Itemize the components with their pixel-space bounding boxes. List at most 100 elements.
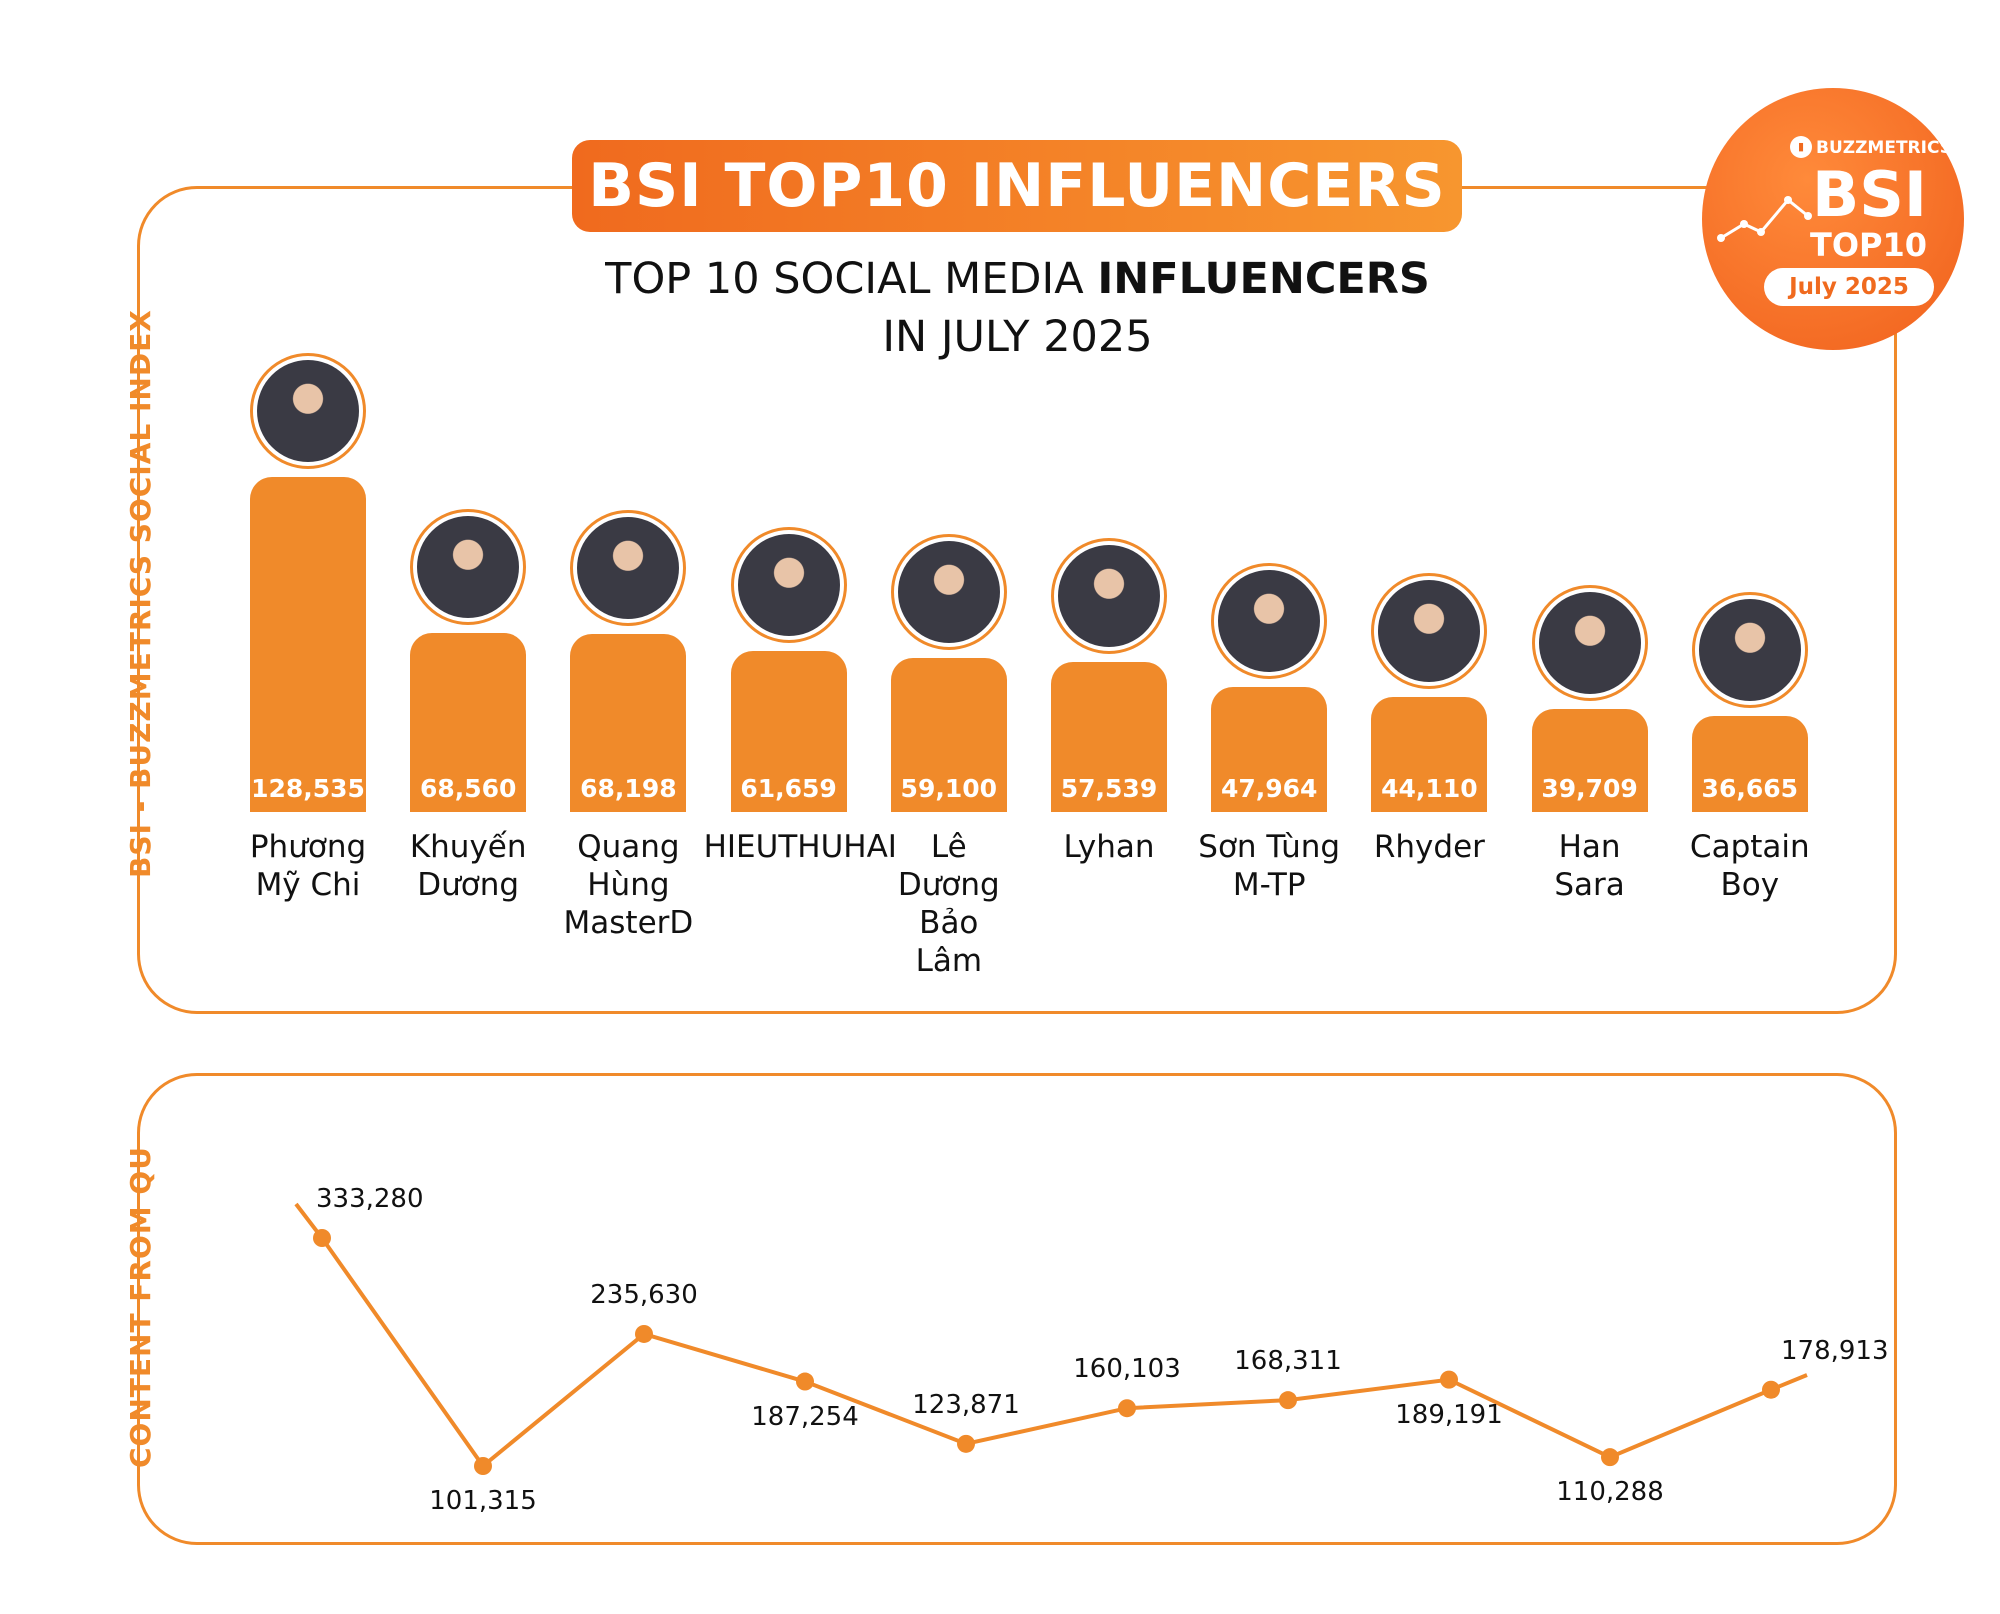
- category-label-line: Sara: [1554, 867, 1625, 903]
- category-label: Lyhan: [1024, 828, 1194, 866]
- avatar: [1211, 562, 1328, 679]
- category-label: Captain Boy: [1665, 828, 1835, 904]
- category-label-line: Mỹ Chi: [255, 867, 361, 903]
- data-point: [474, 1457, 492, 1475]
- bar-value-label: 68,560: [419, 774, 517, 803]
- category-label-line: Lâm: [915, 943, 983, 979]
- category-label-line: Lê: [930, 829, 967, 865]
- series-line: [294, 1202, 1808, 1469]
- avatar-photo: [577, 517, 680, 620]
- category-label: Khuyến Dương: [383, 828, 553, 904]
- data-point: [313, 1229, 331, 1247]
- point-value-label: 168,311: [1234, 1346, 1342, 1377]
- point-value-label: 333,280: [316, 1184, 424, 1214]
- category-label-line: Rhyder: [1373, 829, 1485, 865]
- point-value-label: 123,871: [912, 1389, 1020, 1420]
- avatar-photo: [1698, 599, 1801, 702]
- point-value-label: 235,630: [590, 1279, 698, 1310]
- bar: [570, 634, 687, 812]
- avatar-photo: [257, 360, 359, 462]
- category-label-line: MasterD: [563, 905, 694, 941]
- category-label-line: Khuyến: [409, 829, 527, 865]
- category-label: Lê Dương Bảo Lâm: [864, 828, 1034, 980]
- category-label: Sơn Tùng M-TP: [1184, 828, 1354, 904]
- category-label-line: Bảo: [919, 905, 979, 941]
- category-label: Quang Hùng MasterD: [543, 828, 713, 942]
- category-label: Phương Mỹ Chi: [223, 828, 393, 904]
- avatar: [250, 353, 366, 469]
- bar: [1531, 708, 1648, 812]
- category-label-line: Quang: [577, 829, 680, 865]
- data-point: [1279, 1391, 1297, 1410]
- bar: [730, 651, 847, 812]
- category-label-line: Boy: [1720, 867, 1780, 903]
- avatar: [890, 533, 1007, 650]
- point-value-label: 189,191: [1395, 1399, 1503, 1430]
- bar: [890, 657, 1007, 812]
- avatar-photo: [737, 534, 840, 637]
- category-label-line: M-TP: [1232, 867, 1306, 903]
- avatar: [1531, 584, 1648, 701]
- badge-month: July 2025: [1764, 268, 1934, 306]
- bsi-badge: ▮ BUZZMETRICS BSI TOP10 July 2025: [1702, 88, 1964, 350]
- bar: [410, 633, 527, 812]
- avatar: [1371, 573, 1488, 690]
- bar: [1051, 662, 1167, 812]
- data-point: [1440, 1370, 1458, 1389]
- bar: [1691, 716, 1808, 812]
- category-label-line: Phương: [249, 829, 367, 865]
- category-label: Han Sara: [1505, 828, 1675, 904]
- banner-title: BSI TOP10 INFLUENCERS: [572, 140, 1462, 232]
- avatar-photo: [1218, 569, 1321, 672]
- badge-brand: BUZZMETRICS: [1816, 138, 1952, 158]
- point-value-label: 101,315: [429, 1486, 537, 1516]
- trend-line-icon: [1717, 196, 1812, 242]
- point-value-label: 178,913: [1781, 1335, 1889, 1366]
- badge-small-text: TOP10: [1810, 226, 1928, 264]
- bar-value-label: 59,100: [900, 774, 998, 803]
- subtitle-line1-a: TOP 10 SOCIAL MEDIA: [605, 254, 1098, 304]
- category-label-line: Lyhan: [1063, 829, 1155, 865]
- bar-value-label: 39,709: [1541, 774, 1638, 803]
- avatar-photo: [417, 516, 520, 619]
- subtitle-line1-b: INFLUENCERS: [1097, 254, 1430, 304]
- bar: [250, 477, 366, 812]
- chart-subtitle: TOP 10 SOCIAL MEDIA INFLUENCERS IN JULY …: [500, 250, 1535, 366]
- avatar: [410, 509, 527, 626]
- bar: [1371, 697, 1488, 812]
- avatar-photo: [1378, 580, 1481, 683]
- category-label-line: Han: [1558, 829, 1621, 865]
- badge-big-text: BSI: [1812, 158, 1927, 231]
- data-point: [1118, 1399, 1136, 1418]
- category-label-line: Dương: [897, 867, 1000, 903]
- bar-value-label: 47,964: [1220, 774, 1318, 803]
- data-point: [635, 1324, 653, 1343]
- bottom-chart-frame: [137, 1073, 1897, 1545]
- avatar-photo: [1058, 545, 1160, 648]
- avatar: [1051, 538, 1167, 655]
- category-label-line: Captain: [1689, 829, 1810, 865]
- bar-value-label: 68,198: [580, 774, 677, 803]
- bar-value-label: 57,539: [1060, 774, 1158, 803]
- category-label-line: Hùng: [587, 867, 670, 903]
- buzzmetrics-logo-icon: ▮: [1790, 136, 1812, 158]
- subtitle-line2: IN JULY 2025: [882, 312, 1153, 362]
- point-value-label: 187,254: [751, 1401, 859, 1432]
- bar-value-label: 44,110: [1381, 774, 1478, 803]
- data-point: [796, 1372, 814, 1391]
- point-value-label: 160,103: [1073, 1354, 1181, 1385]
- avatar: [570, 510, 687, 627]
- avatar-photo: [1538, 591, 1641, 694]
- category-label-line: HIEUTHUHAI: [703, 829, 897, 865]
- avatar: [730, 527, 847, 644]
- data-point: [1601, 1448, 1619, 1467]
- bar-value-label: 128,535: [251, 774, 365, 803]
- category-label: HIEUTHUHAI: [703, 828, 897, 866]
- category-label: Rhyder: [1344, 828, 1514, 866]
- data-point: [957, 1434, 975, 1453]
- bar: [1211, 686, 1328, 812]
- data-point: [1762, 1380, 1780, 1399]
- avatar-photo: [897, 540, 1000, 643]
- point-value-label: 110,288: [1556, 1477, 1664, 1508]
